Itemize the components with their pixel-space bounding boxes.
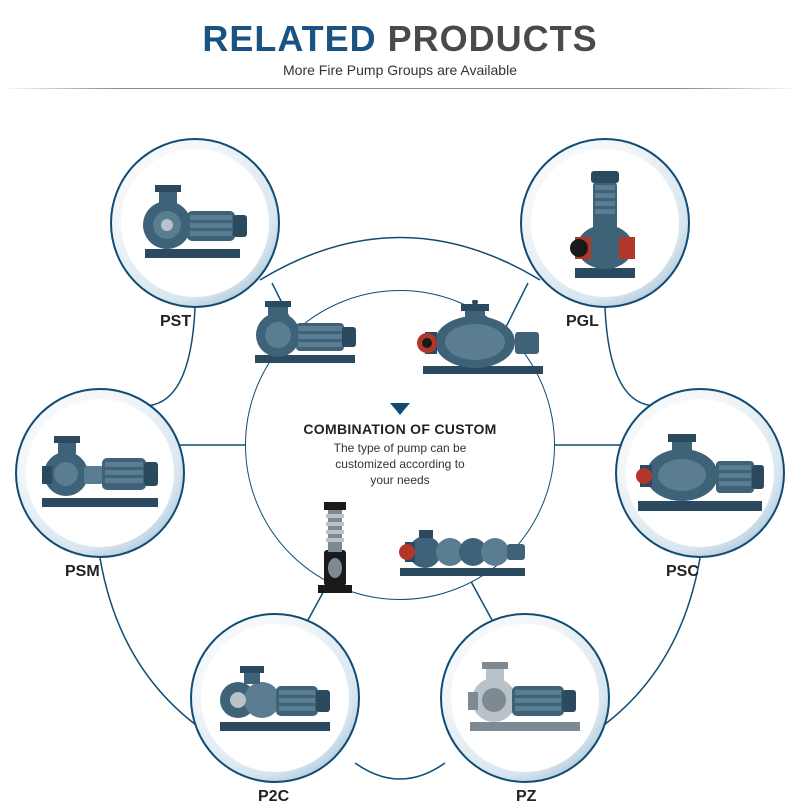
product-diagram: COMBINATION OF CUSTOM The type of pump c…: [0, 105, 800, 800]
node-pgl[interactable]: [520, 138, 690, 308]
pump-icon: [135, 181, 255, 266]
hub-content: COMBINATION OF CUSTOM The type of pump c…: [246, 403, 554, 489]
node-pz[interactable]: [440, 613, 610, 783]
node-pz-inner: [451, 624, 599, 772]
pump-icon: [212, 658, 338, 738]
page-title: RELATED PRODUCTS: [0, 18, 800, 60]
hub-pump-top-right: [415, 300, 550, 380]
node-pst-inner: [121, 149, 269, 297]
page-subtitle: More Fire Pump Groups are Available: [0, 62, 800, 78]
header: RELATED PRODUCTS More Fire Pump Groups a…: [0, 0, 800, 78]
node-pz-label: PZ: [516, 788, 536, 806]
title-rest: PRODUCTS: [377, 18, 598, 59]
node-pgl-label: PGL: [566, 313, 599, 331]
pump-icon: [462, 658, 588, 738]
node-pst-label: PST: [160, 313, 191, 331]
chevron-down-icon: [390, 403, 410, 415]
title-accent: RELATED: [202, 18, 376, 59]
header-divider: [0, 88, 800, 90]
node-p2c-inner: [201, 624, 349, 772]
node-psm-label: PSM: [65, 563, 100, 581]
hub-description: The type of pump can be customized accor…: [246, 440, 554, 489]
node-psm[interactable]: [15, 388, 185, 558]
hub-desc-line: The type of pump can be: [334, 441, 467, 455]
hub-pump-top-left: [250, 297, 365, 372]
node-psc-label: PSC: [666, 563, 699, 581]
node-psc[interactable]: [615, 388, 785, 558]
node-pst[interactable]: [110, 138, 280, 308]
node-p2c[interactable]: [190, 613, 360, 783]
pump-icon: [634, 429, 766, 517]
node-p2c-label: P2C: [258, 788, 289, 806]
pump-icon: [555, 163, 655, 283]
hub-desc-line: your needs: [370, 473, 429, 487]
pump-icon: [36, 432, 164, 514]
node-psm-inner: [26, 399, 174, 547]
hub-pump-bot-right: [395, 520, 530, 580]
hub-pump-bot-left: [310, 500, 360, 595]
hub-desc-line: customized according to: [335, 457, 464, 471]
node-psc-inner: [626, 399, 774, 547]
node-pgl-inner: [531, 149, 679, 297]
hub-title: COMBINATION OF CUSTOM: [246, 421, 554, 437]
